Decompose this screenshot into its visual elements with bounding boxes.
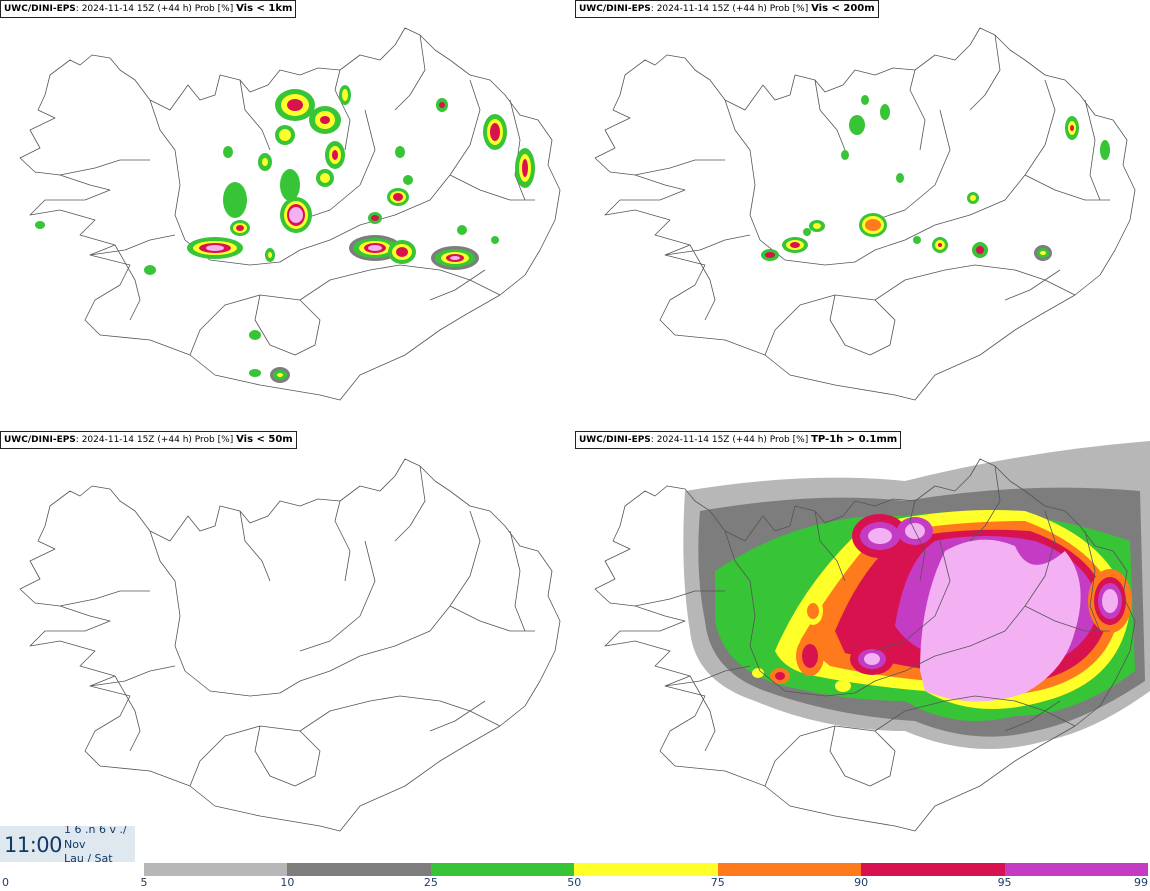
valid-date: 1 6 .n 6 v ./ xyxy=(64,826,127,836)
legend-swatch xyxy=(430,863,575,876)
legend-tick-label: 50 xyxy=(567,876,582,889)
legend-swatch xyxy=(1004,863,1148,876)
map-vis-50m xyxy=(19,458,561,832)
legend-tick-label: 25 xyxy=(423,876,438,889)
legend-tick-label: 99 xyxy=(1134,876,1148,889)
valid-time: 11:00 xyxy=(4,833,63,857)
panel-title: UWC/DINI-EPS: 2024-11-14 15Z (+44 h) Pro… xyxy=(0,431,297,449)
panel-title: UWC/DINI-EPS: 2024-11-14 15Z (+44 h) Pro… xyxy=(575,431,902,449)
map-vis-1km xyxy=(19,27,561,401)
panel-title: UWC/DINI-EPS: 2024-11-14 15Z (+44 h) Pro… xyxy=(575,0,879,18)
valid-month: Nov xyxy=(64,838,86,851)
valid-weekday: Lau / Sat xyxy=(64,852,113,863)
probability-blobs xyxy=(35,85,535,383)
legend-swatch xyxy=(717,863,862,876)
legend-tick-label: 75 xyxy=(710,876,725,889)
panel-vis-1km: UWC/DINI-EPS: 2024-11-14 15Z (+44 h) Pro… xyxy=(0,0,575,430)
legend-tick-label: 95 xyxy=(997,876,1012,889)
color-legend: 0 5 10 25 50 75 90 95 99 xyxy=(0,862,1150,891)
panel-title: UWC/DINI-EPS: 2024-11-14 15Z (+44 h) Pro… xyxy=(0,0,297,18)
legend-tick-label: 90 xyxy=(854,876,869,889)
legend-tick-label: 5 xyxy=(140,876,148,889)
panel-vis-200m: UWC/DINI-EPS: 2024-11-14 15Z (+44 h) Pro… xyxy=(575,0,1150,430)
legend-swatch xyxy=(574,863,718,876)
valid-time-box: 11:00 1 6 .n 6 v ./ Nov Lau / Sat xyxy=(0,826,135,862)
legend-swatch xyxy=(144,863,288,876)
probability-blobs xyxy=(761,95,1110,261)
legend-tick-label: 0 xyxy=(2,876,9,889)
panel-vis-50m: UWC/DINI-EPS: 2024-11-14 15Z (+44 h) Pro… xyxy=(0,431,575,861)
precip-field xyxy=(683,441,1150,749)
map-vis-200m xyxy=(594,27,1136,401)
legend-swatch xyxy=(861,863,1005,876)
legend-swatch xyxy=(287,863,431,876)
panel-tp-1h: UWC/DINI-EPS: 2024-11-14 15Z (+44 h) Pro… xyxy=(575,431,1150,861)
map-tp-1h xyxy=(594,441,1150,832)
legend-tick-label: 10 xyxy=(280,876,295,889)
